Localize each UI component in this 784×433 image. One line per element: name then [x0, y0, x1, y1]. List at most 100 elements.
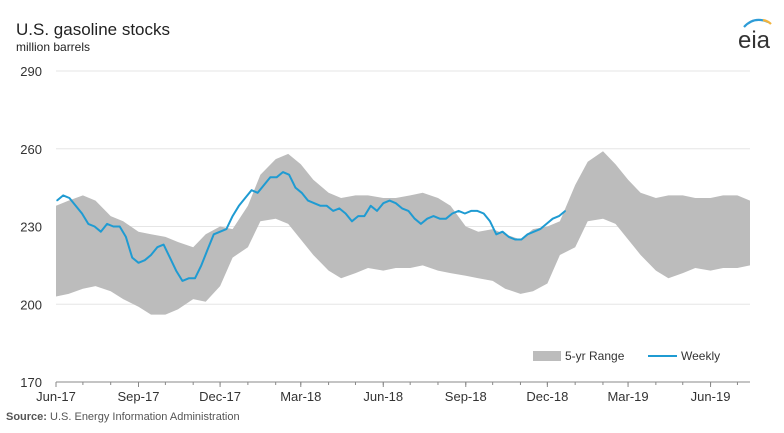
weekly-point	[533, 231, 535, 233]
x-tick-label: Dec-18	[526, 389, 568, 404]
weekly-point	[483, 212, 485, 215]
weekly-point	[244, 197, 246, 199]
weekly-point	[269, 176, 271, 178]
weekly-point	[169, 257, 171, 259]
x-tick-label: Mar-19	[607, 389, 648, 404]
weekly-point	[489, 220, 491, 222]
weekly-point	[564, 210, 566, 212]
weekly-point	[501, 231, 504, 233]
weekly-point	[62, 194, 64, 196]
weekly-point	[206, 249, 209, 251]
weekly-point	[382, 202, 384, 204]
weekly-point	[476, 210, 478, 212]
source-label: Source:	[6, 411, 47, 423]
weekly-point	[376, 210, 378, 212]
x-tick-label: Jun-17	[36, 389, 76, 404]
legend-weekly-label: Weekly	[681, 349, 720, 363]
weekly-point	[370, 205, 372, 207]
weekly-point	[250, 189, 253, 191]
weekly-point	[313, 202, 315, 204]
weekly-point	[156, 246, 158, 248]
weekly-point	[414, 218, 416, 220]
weekly-point	[232, 215, 234, 217]
weekly-point	[75, 205, 77, 207]
weekly-point	[119, 225, 121, 228]
weekly-point	[181, 280, 183, 282]
weekly-point	[439, 218, 441, 220]
weekly-line	[56, 171, 566, 282]
weekly-point	[106, 223, 108, 225]
weekly-point	[451, 212, 453, 215]
weekly-point	[508, 236, 510, 238]
weekly-point	[213, 233, 215, 235]
weekly-point	[137, 262, 140, 264]
weekly-point	[458, 210, 460, 212]
weekly-point	[426, 218, 428, 220]
gridlines	[56, 70, 750, 305]
weekly-point	[338, 207, 340, 209]
weekly-point	[470, 210, 472, 212]
weekly-point	[81, 212, 83, 215]
weekly-point	[357, 215, 359, 217]
chart-title: U.S. gasoline stocks	[16, 20, 171, 39]
weekly-point	[552, 218, 554, 220]
y-tick-label: 260	[20, 142, 42, 157]
x-tick-label: Jun-19	[691, 389, 731, 404]
x-tick-label: Mar-18	[280, 389, 321, 404]
weekly-point	[200, 264, 202, 266]
chart-subtitle: million barrels	[16, 40, 91, 54]
weekly-point	[514, 238, 516, 241]
weekly-point	[225, 228, 227, 230]
weekly-point	[194, 277, 196, 279]
y-tick-label: 290	[20, 64, 42, 79]
weekly-point	[395, 202, 397, 204]
weekly-point	[445, 218, 447, 220]
x-tick-label: Jun-18	[363, 389, 403, 404]
weekly-point	[545, 223, 548, 225]
weekly-point	[257, 192, 259, 194]
logo-text: eia	[738, 27, 771, 54]
x-tick-label: Sep-18	[445, 389, 487, 404]
weekly-point	[175, 270, 177, 272]
logo-arc-accent	[762, 18, 772, 25]
weekly-point	[389, 200, 391, 202]
weekly-point	[363, 215, 365, 217]
weekly-point	[420, 223, 422, 225]
weekly-point	[432, 215, 435, 217]
weekly-point	[150, 254, 152, 256]
weekly-point	[495, 233, 497, 235]
weekly-point	[94, 225, 96, 228]
weekly-point	[326, 205, 328, 207]
weekly-point	[219, 231, 221, 233]
five-year-range-band	[56, 151, 750, 315]
weekly-point	[282, 171, 284, 173]
weekly-point	[56, 200, 58, 202]
range-band	[56, 151, 750, 315]
weekly-point	[527, 233, 529, 235]
eia-logo: eia	[738, 18, 772, 54]
source-note: Source: U.S. Energy Information Administ…	[6, 411, 240, 423]
weekly-point	[112, 225, 114, 228]
weekly-point	[319, 205, 322, 207]
weekly-point	[276, 176, 278, 178]
weekly-point	[131, 257, 133, 259]
weekly-point	[100, 231, 102, 233]
weekly-point	[558, 215, 560, 217]
weekly-point	[87, 223, 89, 225]
x-tick-label: Dec-17	[199, 389, 241, 404]
weekly-point	[407, 210, 409, 212]
weekly-point	[125, 236, 127, 238]
weekly-point	[288, 174, 290, 176]
weekly-point	[263, 184, 265, 186]
weekly-point	[401, 207, 403, 209]
legend-range-swatch	[533, 351, 561, 361]
x-tick-label: Sep-17	[118, 389, 160, 404]
weekly-point	[238, 205, 240, 207]
weekly-point	[188, 277, 190, 279]
legend-range-label: 5-yr Range	[565, 349, 625, 363]
weekly-series	[56, 171, 566, 282]
weekly-point	[351, 220, 353, 222]
weekly-point	[520, 238, 523, 241]
weekly-point	[345, 212, 347, 215]
